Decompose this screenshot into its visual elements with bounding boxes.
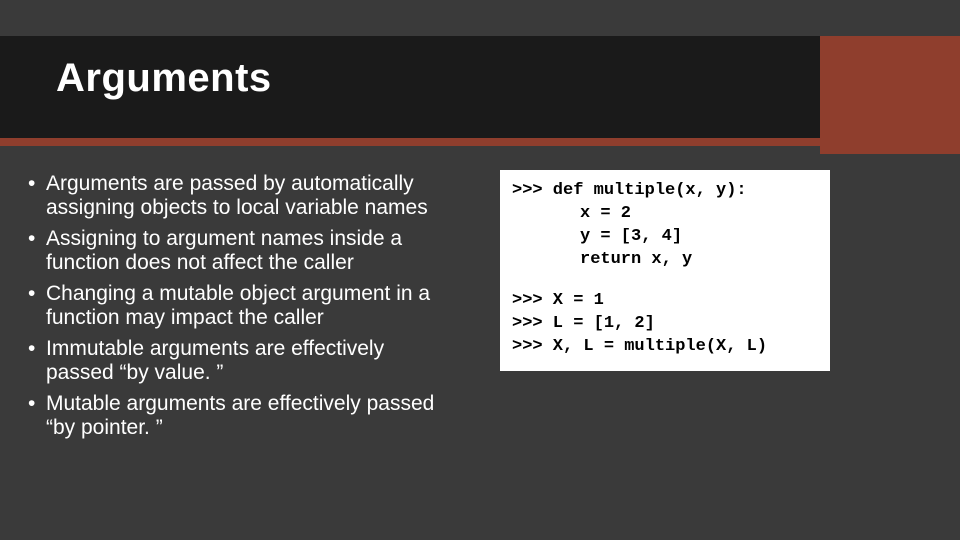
code-example: >>> def multiple(x, y): x = 2 y = [3, 4]… [500, 170, 830, 371]
bullet-item: Arguments are passed by automatically as… [28, 172, 452, 219]
code-line: y = [3, 4] [512, 226, 818, 249]
code-line: >>> def multiple(x, y): [512, 180, 818, 203]
bullet-list: Arguments are passed by automatically as… [0, 164, 468, 447]
bullet-item: Immutable arguments are effectively pass… [28, 337, 452, 384]
code-line: >>> X = 1 [512, 290, 818, 313]
slide-title: Arguments [56, 56, 272, 101]
code-gap [512, 272, 818, 290]
header-accent [820, 36, 960, 154]
code-line: >>> L = [1, 2] [512, 313, 818, 336]
code-line: return x, y [512, 249, 818, 272]
bullet-item: Assigning to argument names inside a fun… [28, 227, 452, 274]
code-line: x = 2 [512, 203, 818, 226]
bullet-item: Mutable arguments are effectively passed… [28, 392, 452, 439]
code-line: >>> X, L = multiple(X, L) [512, 336, 818, 359]
bullet-item: Changing a mutable object argument in a … [28, 282, 452, 329]
